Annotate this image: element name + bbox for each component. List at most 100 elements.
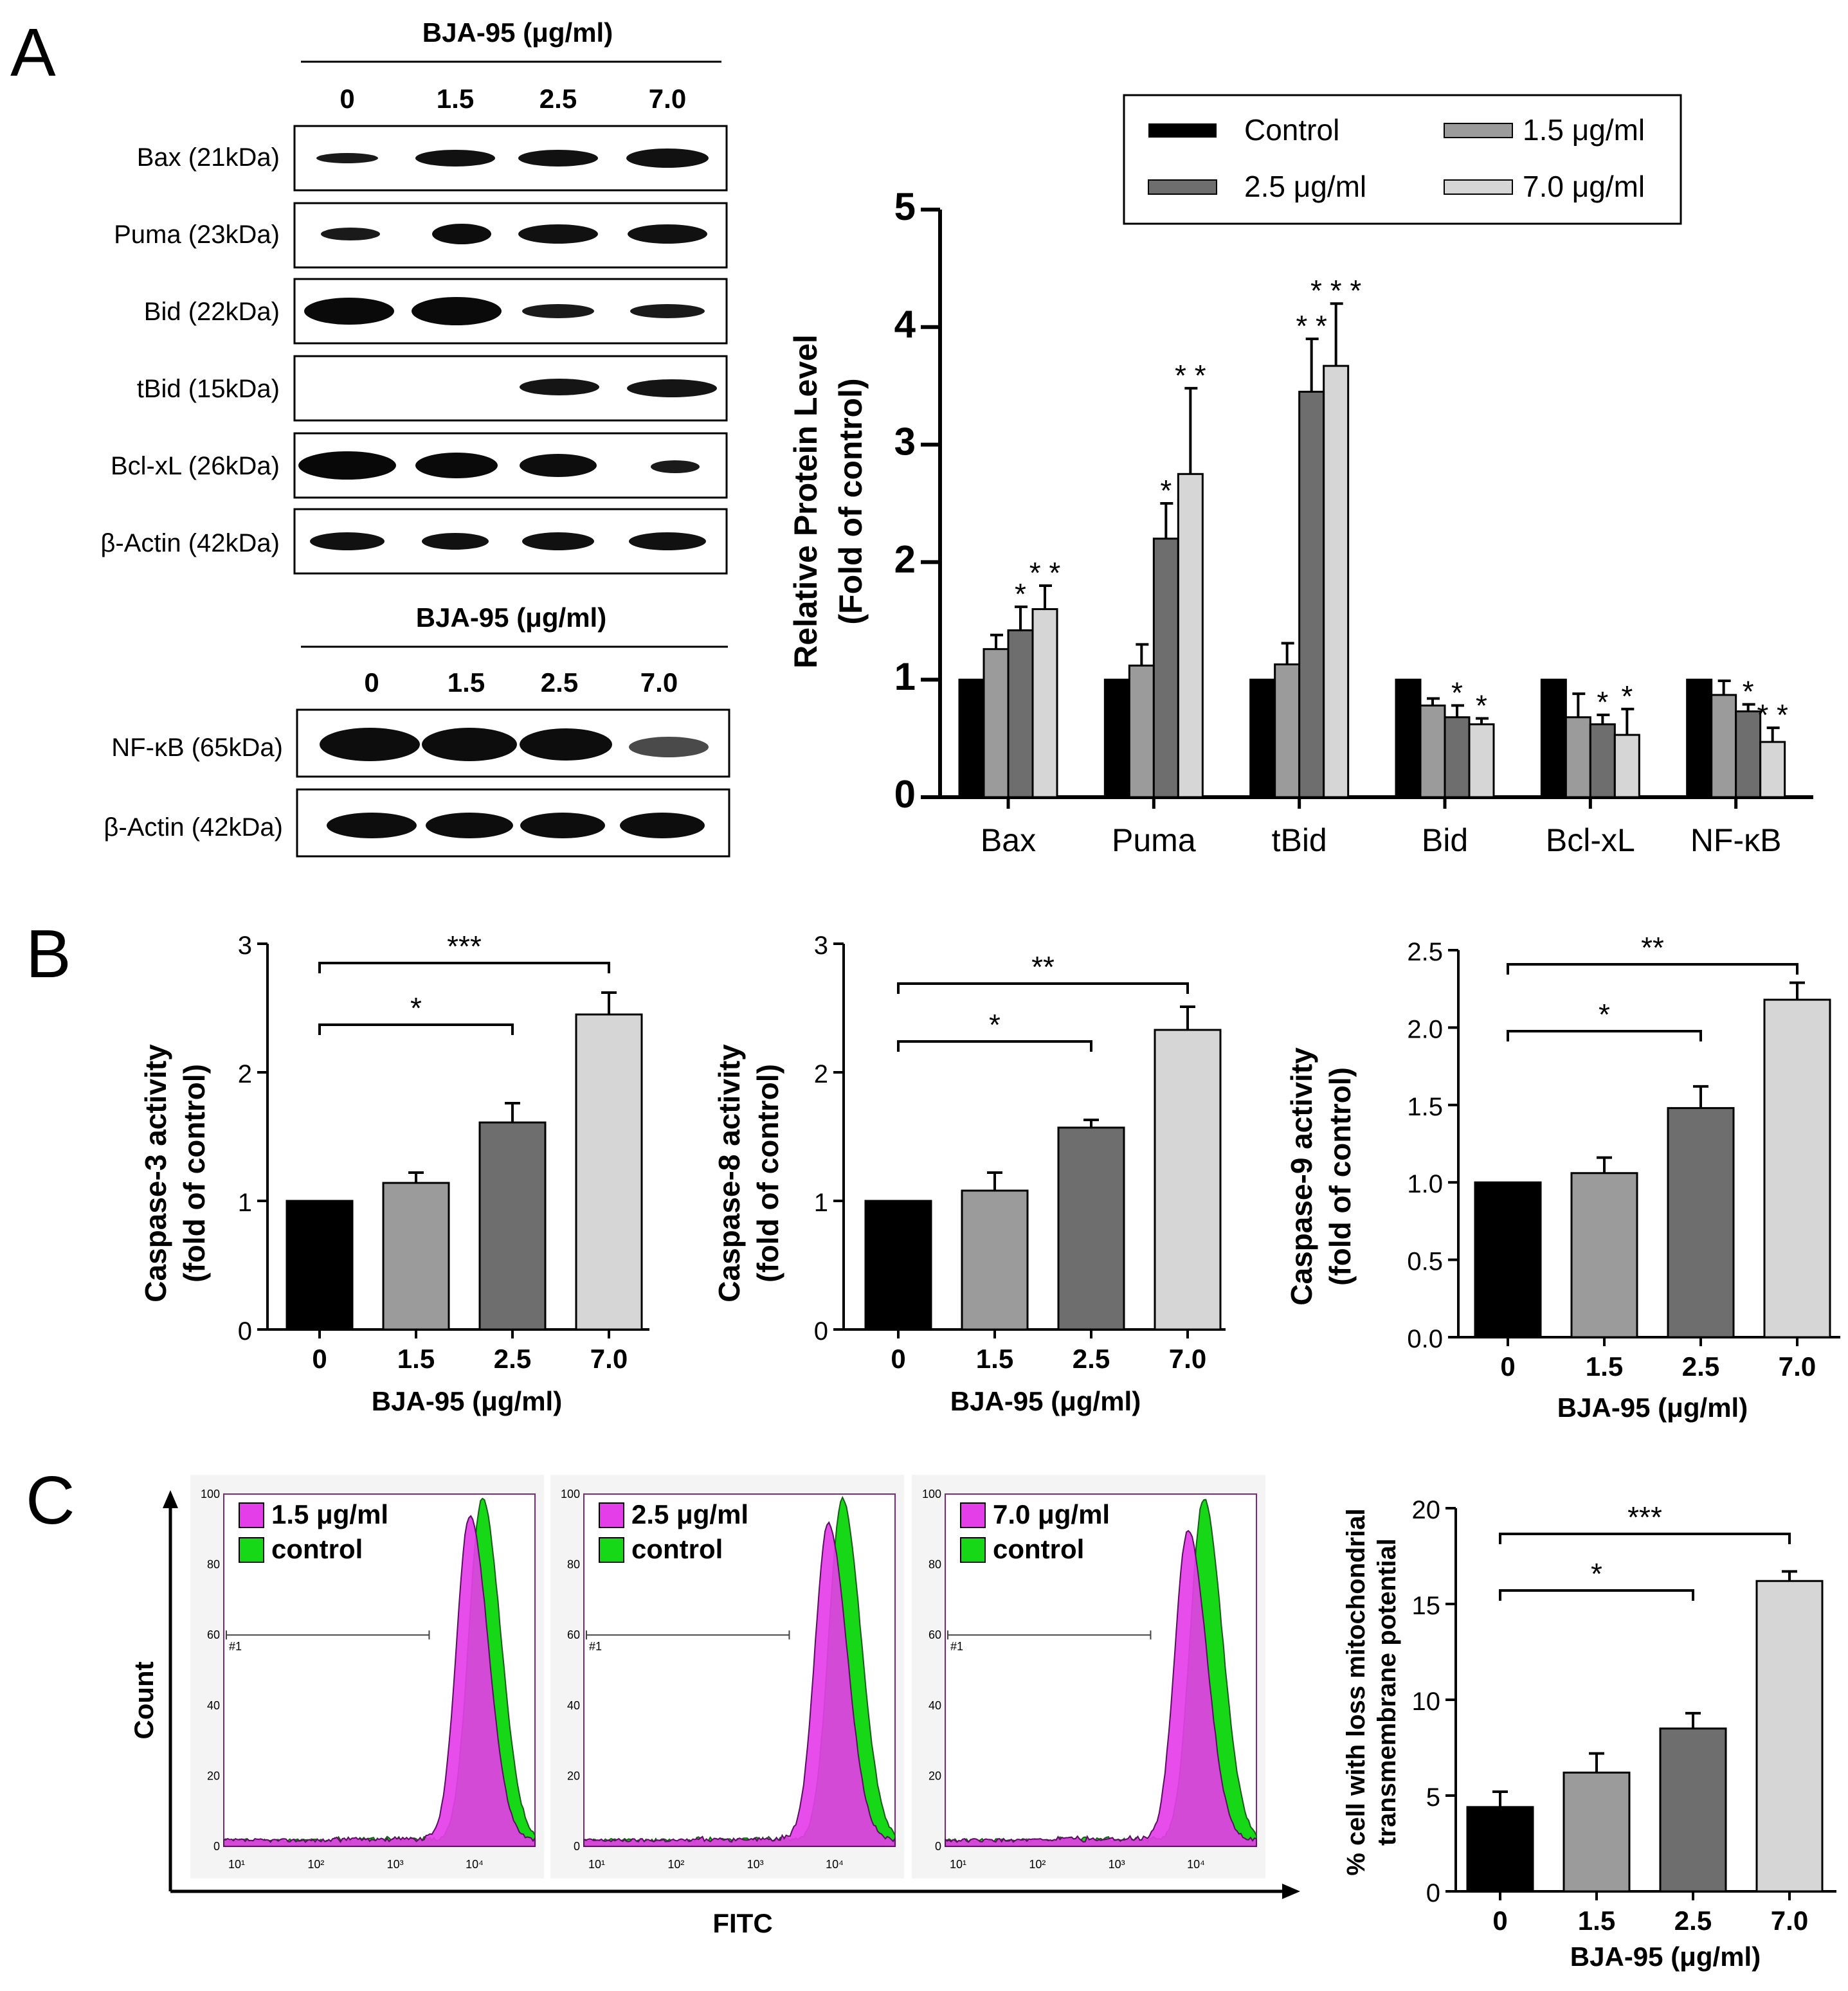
x-tick-label: 1.5 — [397, 1344, 435, 1374]
legend-swatch — [599, 1537, 624, 1563]
blot-band — [327, 813, 417, 838]
y-tick-label: 0 — [213, 1840, 220, 1853]
blot-band — [415, 150, 495, 167]
legend-entry: 1.5 μg/ml — [271, 1499, 388, 1529]
blot-band — [432, 224, 491, 244]
blot-band — [422, 728, 517, 761]
y-tick-label: 0.0 — [1407, 1325, 1443, 1353]
y-tick-label: 2 — [814, 1060, 828, 1088]
blot-band — [651, 460, 700, 473]
blot-band — [520, 454, 597, 477]
blot-band — [630, 304, 705, 318]
x-tick-label: 10³ — [1109, 1858, 1125, 1871]
bar — [1759, 741, 1786, 798]
significance-marker: * * — [1029, 556, 1061, 590]
legend-entry: 7.0 μg/ml — [1523, 170, 1645, 203]
x-tick-label: tBid — [1272, 822, 1327, 858]
histogram-treated — [223, 1515, 536, 1847]
bar — [1419, 704, 1446, 798]
significance-marker: * — [410, 991, 422, 1025]
caspase-9-chart: Caspase-9 activity (fold of control) BJA… — [1285, 931, 1840, 1423]
bar — [1474, 1181, 1542, 1338]
bar — [1570, 1172, 1638, 1338]
bar — [958, 678, 985, 798]
gate-label: #1 — [589, 1640, 602, 1653]
histogram-panels: 0 20 40 60 80 100 10¹ 10² 10³ 10⁴ #1 1.5 μg/ml contr… — [190, 1475, 1265, 1878]
blot-lane-label: 1.5 — [437, 84, 474, 114]
bar — [1710, 694, 1737, 798]
bar — [1298, 390, 1325, 798]
x-tick-label: Bid — [1422, 822, 1468, 858]
x-tick-label: 10⁴ — [1187, 1858, 1205, 1871]
y-tick-label: 0 — [574, 1840, 580, 1853]
blot-band — [298, 451, 396, 480]
y-tick-label: 100 — [922, 1488, 941, 1500]
y-tick-label: 2 — [238, 1060, 252, 1088]
blot-row-label: β-Actin (42kDa) — [100, 529, 280, 557]
blot-row-label: Bcl-xL (26kDa) — [111, 452, 280, 480]
x-tick-label: 10⁴ — [826, 1858, 844, 1871]
significance-marker: ** — [1031, 950, 1055, 984]
axis-arrow — [163, 1490, 178, 1508]
y-tick-label: 2 — [894, 537, 916, 581]
bar — [1563, 1771, 1631, 1893]
legend-swatch — [1444, 123, 1513, 138]
x-axis-label: FITC — [712, 1908, 772, 1938]
bar — [1031, 608, 1058, 798]
blot-band — [620, 813, 705, 838]
bar — [1249, 678, 1276, 798]
y-tick-label: 1 — [814, 1189, 828, 1217]
legend-swatch — [1148, 179, 1217, 195]
x-tick-label: 10² — [667, 1858, 684, 1871]
x-tick-label: 7.0 — [1771, 1905, 1808, 1936]
bar — [983, 648, 1010, 798]
protein-chart: Control 1.5 μg/ml 2.5 μg/ml 7.0 μg/ml Re… — [788, 94, 1813, 858]
y-tick-label: 80 — [567, 1558, 580, 1571]
blot-band — [522, 532, 594, 550]
blot-band — [320, 728, 420, 761]
significance-bracket — [1499, 1533, 1791, 1544]
histogram-treated — [945, 1529, 1257, 1847]
blot-band — [627, 379, 717, 397]
legend-swatch — [960, 1502, 986, 1528]
blot-lane-label: 2.5 — [541, 667, 578, 698]
legend-swatch — [239, 1502, 264, 1528]
bar — [1323, 365, 1350, 798]
bar — [1103, 678, 1130, 798]
legend-entry: control — [271, 1534, 363, 1564]
legend-swatch — [599, 1502, 624, 1528]
blot-band — [321, 228, 380, 240]
y-tick-label: 5 — [1426, 1783, 1440, 1812]
x-tick-label: 1.5 — [976, 1344, 1013, 1374]
bar — [1154, 1029, 1222, 1331]
significance-marker: *** — [447, 930, 482, 963]
y-tick-label: 0 — [935, 1840, 941, 1853]
y-tick-label: 0 — [814, 1317, 828, 1346]
legend-entry: 1.5 μg/ml — [1523, 113, 1645, 147]
y-tick-label: 4 — [894, 303, 916, 346]
bar — [1274, 663, 1301, 798]
y-tick-label: 3 — [238, 932, 252, 960]
y-axis-label: (fold of control) — [751, 1064, 784, 1283]
significance-marker: *** — [1627, 1500, 1662, 1534]
blot-band — [522, 304, 594, 318]
blot-lane-label: 0 — [340, 84, 354, 114]
y-axis-label: transmembrane potential — [1373, 1538, 1401, 1846]
panel-label-b: B — [26, 916, 71, 992]
y-tick-label: 1 — [238, 1189, 252, 1217]
x-tick-label: 1.5 — [1578, 1905, 1615, 1936]
bar — [1152, 537, 1179, 798]
bar — [1686, 678, 1713, 798]
bar — [1444, 716, 1471, 798]
x-tick-label: 7.0 — [1169, 1344, 1206, 1374]
y-tick-label: 40 — [567, 1699, 580, 1712]
significance-bracket — [318, 962, 610, 973]
bar — [575, 1013, 643, 1331]
legend-swatch — [1444, 179, 1513, 195]
x-tick-label: Bax — [981, 822, 1036, 858]
y-tick-label: 20 — [929, 1769, 941, 1782]
significance-marker: * * — [1296, 309, 1327, 343]
